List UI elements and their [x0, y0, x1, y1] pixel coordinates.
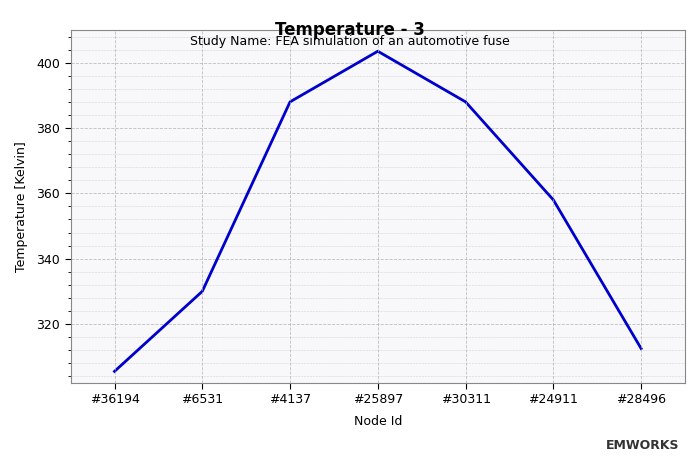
Text: Study Name: FEA simulation of an automotive fuse: Study Name: FEA simulation of an automot…: [190, 35, 510, 47]
Text: Temperature - 3: Temperature - 3: [275, 21, 425, 39]
X-axis label: Node Id: Node Id: [354, 414, 402, 427]
Text: EMWORKS: EMWORKS: [606, 439, 679, 452]
Y-axis label: Temperature [Kelvin]: Temperature [Kelvin]: [15, 141, 28, 272]
